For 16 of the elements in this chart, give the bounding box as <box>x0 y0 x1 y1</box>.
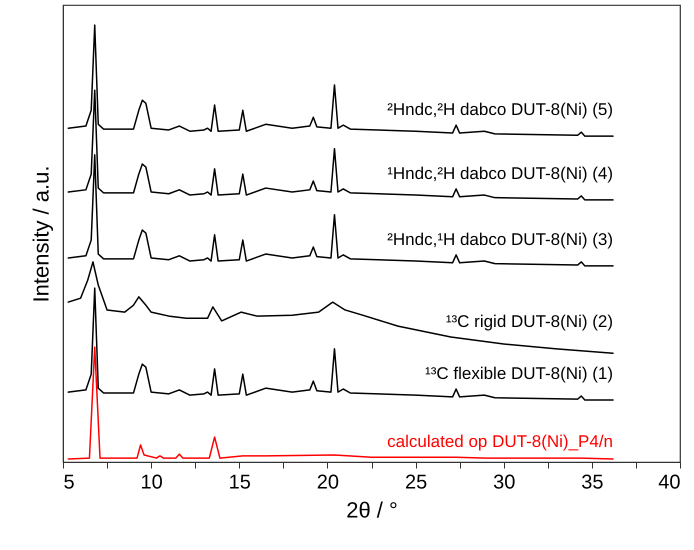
y-axis-title: Intensity / a.u. <box>28 166 54 302</box>
x-axis-title: 2θ / ° <box>346 498 398 522</box>
series-label: ¹³C flexible DUT-8(Ni) (1) <box>425 364 614 384</box>
series-label: calculated op DUT-8(Ni)_P4/n <box>387 432 614 452</box>
series-label: ²Hndc,¹H dabco DUT-8(Ni) (3) <box>387 230 614 249</box>
series-label: ²Hndc,²H dabco DUT-8(Ni) (5) <box>387 100 614 120</box>
x-tick-label: 10 <box>140 472 163 494</box>
x-tick-label: 20 <box>316 472 340 494</box>
x-tick-label: 40 <box>658 472 680 494</box>
series-label: ¹³C rigid DUT-8(Ni) (2) <box>446 312 614 332</box>
x-tick-label: 30 <box>493 472 516 494</box>
x-tick-label: 35 <box>581 472 604 494</box>
series-label: ¹Hndc,²H dabco DUT-8(Ni) (4) <box>387 164 614 183</box>
x-tick-label: 25 <box>404 472 428 494</box>
x-tick-label: 5 <box>64 472 75 494</box>
x-tick-label: 15 <box>228 472 251 494</box>
